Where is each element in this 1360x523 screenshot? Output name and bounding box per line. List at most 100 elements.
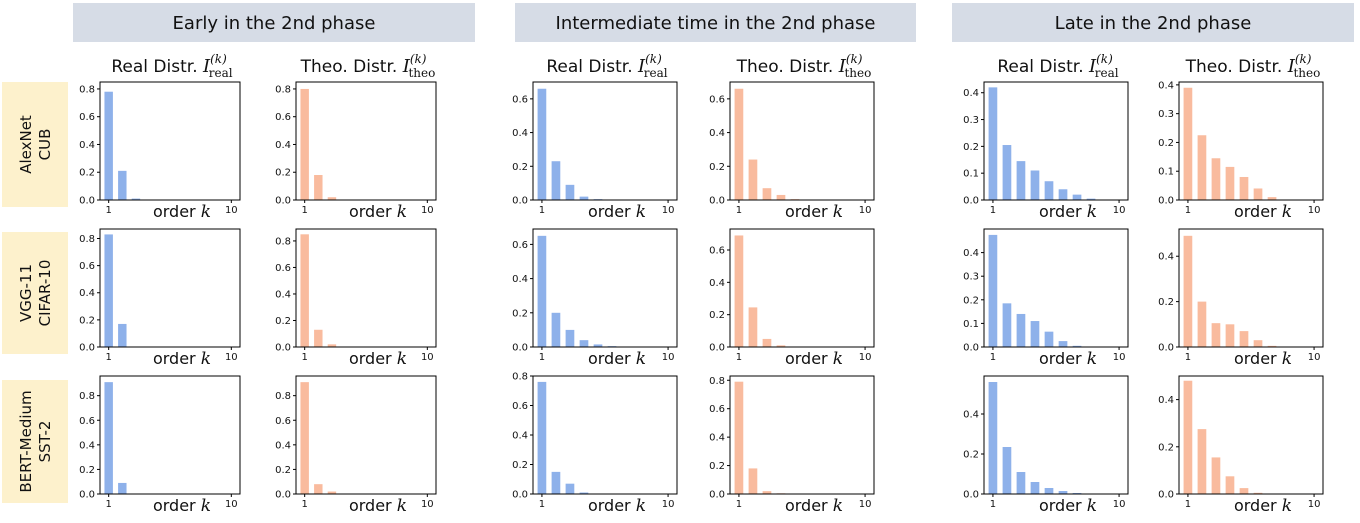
bar xyxy=(300,88,309,200)
bar xyxy=(1016,161,1026,200)
y-tick-label: 0.4 xyxy=(963,410,979,421)
x-axis-label-variable: k xyxy=(833,349,843,369)
bar xyxy=(1267,345,1277,347)
phase-header-2: Intermediate time in the 2nd phase xyxy=(556,13,876,34)
x-tick-label: 1 xyxy=(105,205,111,216)
bar xyxy=(1016,313,1026,347)
column-title-subscript: real xyxy=(1095,66,1119,80)
bar xyxy=(762,491,772,494)
panel-2-4: 0.0 0.2 0.4 0.6 1 10 order k xyxy=(709,228,875,369)
x-tick-label: 10 xyxy=(662,352,675,363)
y-tick-label: 0.6 xyxy=(512,240,528,251)
bar xyxy=(1239,176,1249,200)
plot-frame xyxy=(532,228,678,348)
bar xyxy=(1016,472,1026,494)
y-tick-label: 0.0 xyxy=(275,490,291,501)
y-tick-label: 0.2 xyxy=(963,142,979,153)
y-tick-label: 0.8 xyxy=(512,372,528,383)
bar xyxy=(988,234,998,347)
x-axis-label-word: order xyxy=(588,349,636,368)
y-tick-label: 0.2 xyxy=(709,310,725,321)
x-axis-label-variable: k xyxy=(1087,496,1097,516)
row-header-bg xyxy=(2,232,68,354)
x-axis-label-word: order xyxy=(1234,202,1282,221)
bar xyxy=(118,170,127,200)
bar xyxy=(988,382,998,494)
x-tick-label: 1 xyxy=(1185,205,1191,216)
panel-1-2: 0.0 0.2 0.4 0.6 0.8 1 10 order k xyxy=(275,81,437,222)
bar xyxy=(762,338,772,347)
panel-3-1: 0.0 0.2 0.4 0.6 0.8 1 10 order k xyxy=(79,375,241,516)
row-label-model: BERT-Medium xyxy=(17,390,35,492)
bar xyxy=(104,91,113,200)
plot-frame xyxy=(99,375,241,495)
x-axis-label-word: order xyxy=(1039,496,1087,515)
plot-frame xyxy=(1178,228,1324,348)
y-tick-label: 0.4 xyxy=(1158,252,1174,263)
x-tick-label: 10 xyxy=(662,205,675,216)
column-title-text: Theo. Distr. xyxy=(300,57,403,77)
bar xyxy=(104,382,113,494)
x-tick-label: 1 xyxy=(990,205,996,216)
y-tick-label: 0.6 xyxy=(275,416,291,427)
x-axis-label-variable: k xyxy=(397,349,407,369)
x-tick-label: 10 xyxy=(1113,352,1126,363)
bar xyxy=(1002,145,1012,200)
y-tick-label: 0.8 xyxy=(275,391,291,402)
y-tick-label: 0.6 xyxy=(512,401,528,412)
column-title-symbol: I xyxy=(1088,56,1097,77)
x-axis-label-variable: k xyxy=(201,202,211,222)
y-tick-label: 0.2 xyxy=(709,461,725,472)
y-tick-label: 0.2 xyxy=(275,168,291,179)
bar xyxy=(1086,198,1096,200)
column-title-3: Real Distr. I(k) real xyxy=(546,52,667,80)
y-tick-label: 0.0 xyxy=(275,196,291,207)
x-axis-label-variable: k xyxy=(1282,496,1292,516)
y-tick-label: 0.2 xyxy=(275,465,291,476)
x-axis-label: order k xyxy=(349,349,407,369)
x-axis-label-word: order xyxy=(588,202,636,221)
panel-1-5: 0.0 0.1 0.2 0.3 0.4 1 10 order k xyxy=(963,81,1129,222)
y-tick-label: 0.0 xyxy=(79,490,95,501)
y-tick-label: 0.4 xyxy=(275,289,291,300)
x-axis-label-variable: k xyxy=(636,496,646,516)
bar xyxy=(1239,331,1249,347)
row-header-1: AlexNet CUB xyxy=(17,115,54,174)
bar xyxy=(314,484,323,494)
x-tick-label: 1 xyxy=(736,499,742,510)
bar xyxy=(565,329,575,347)
x-axis-label-word: order xyxy=(349,349,397,368)
x-tick-label: 1 xyxy=(990,352,996,363)
x-tick-label: 1 xyxy=(990,499,996,510)
plot-frame xyxy=(983,81,1129,201)
y-tick-label: 0.8 xyxy=(275,236,291,247)
x-axis-label-word: order xyxy=(785,349,833,368)
panel-1-1: 0.0 0.2 0.4 0.6 0.8 1 10 order k xyxy=(79,81,241,222)
y-tick-label: 0.4 xyxy=(275,440,291,451)
x-axis-label-variable: k xyxy=(1087,349,1097,369)
column-title-subscript: real xyxy=(644,66,668,80)
x-axis-label-variable: k xyxy=(397,202,407,222)
bar xyxy=(565,483,575,494)
bar xyxy=(734,88,744,200)
bar xyxy=(1058,341,1068,347)
x-axis-label: order k xyxy=(588,202,646,222)
y-tick-label: 0.8 xyxy=(79,234,95,245)
x-axis-label-word: order xyxy=(785,496,833,515)
x-axis-label-word: order xyxy=(153,349,201,368)
x-tick-label: 10 xyxy=(421,499,434,510)
y-tick-label: 0.0 xyxy=(1158,343,1174,354)
column-title-subscript: theo xyxy=(844,66,871,80)
phase-header-bg xyxy=(73,3,475,42)
bar xyxy=(1197,301,1207,347)
y-tick-label: 0.8 xyxy=(709,376,725,387)
bar xyxy=(551,161,561,200)
x-tick-label: 1 xyxy=(301,205,307,216)
bar xyxy=(1072,194,1082,200)
x-axis-label-variable: k xyxy=(636,349,646,369)
x-axis-label: order k xyxy=(153,202,211,222)
y-tick-label: 0.2 xyxy=(963,450,979,461)
panel-2-1: 0.0 0.2 0.4 0.6 0.8 1 10 order k xyxy=(79,228,241,369)
y-tick-label: 0.1 xyxy=(1158,167,1174,178)
